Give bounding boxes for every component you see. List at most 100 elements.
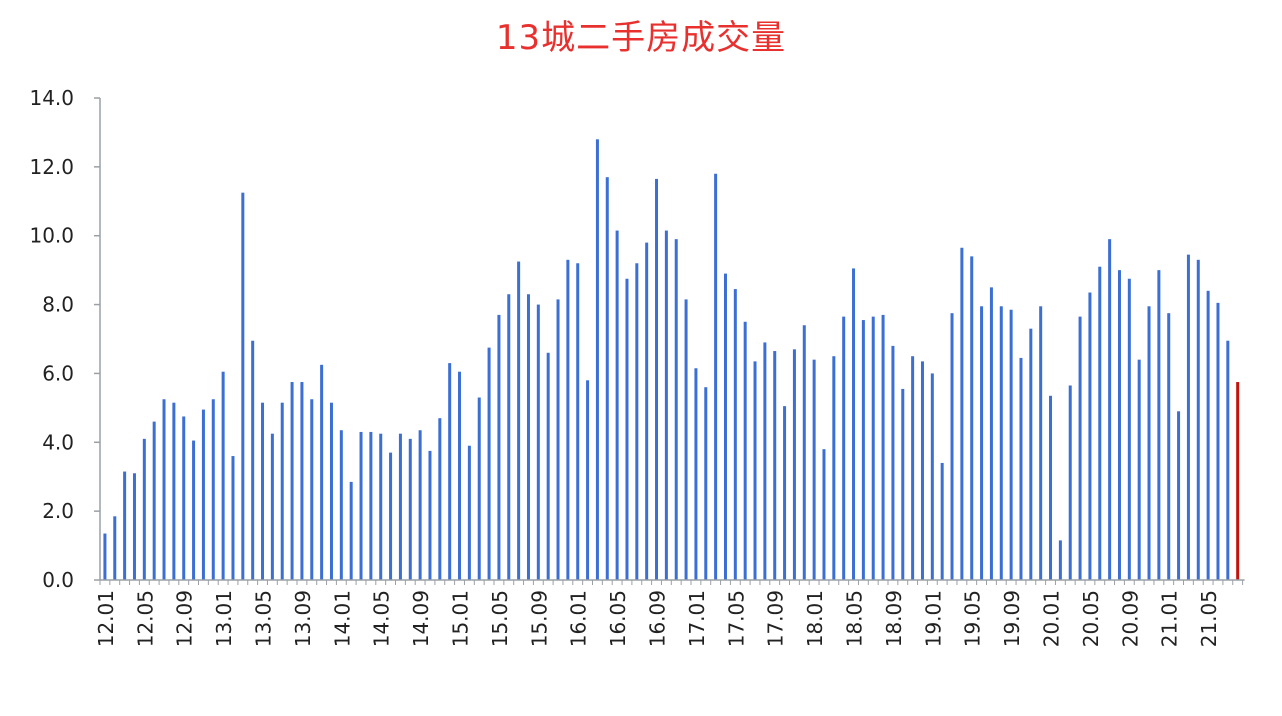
bar-12.06 [152, 421, 156, 580]
x-tick-label: 19.05 [961, 590, 985, 647]
bar-14.04 [369, 431, 373, 580]
bar-17.09 [773, 351, 777, 580]
bar-19.01 [930, 373, 934, 580]
bar-15.12 [566, 259, 570, 580]
bar-16.05 [615, 230, 619, 581]
bar-16.12 [684, 299, 688, 580]
bar-17.02 [704, 387, 708, 580]
bar-19.08 [999, 306, 1003, 580]
bar-14.01 [339, 430, 343, 580]
x-tick-label: 15.09 [527, 590, 551, 647]
bar-18.02 [822, 449, 826, 580]
bar-13.07 [280, 402, 284, 580]
x-tick-label: 16.01 [567, 590, 591, 647]
bar-19.09 [1009, 309, 1013, 580]
bar-16.04 [605, 177, 609, 580]
x-tick-label: 15.05 [488, 590, 512, 647]
bar-16.11 [674, 239, 678, 580]
bar-12.05 [142, 438, 146, 580]
bar-18.12 [920, 361, 924, 580]
bar-12.10 [192, 440, 196, 580]
bars [103, 139, 1240, 581]
bar-19.04 [960, 247, 964, 580]
bar-20.03 [1068, 385, 1072, 580]
y-tick-label: 2.0 [42, 499, 74, 523]
bar-15.03 [477, 397, 481, 580]
bar-13.12 [329, 402, 333, 580]
bar-12.12 [211, 399, 215, 580]
bar-18.07 [871, 316, 875, 580]
bar-20.04 [1078, 316, 1082, 580]
y-tick-label: 12.0 [29, 155, 74, 179]
bar-14.06 [389, 452, 393, 580]
bar-14.08 [408, 438, 412, 580]
x-tick-label: 17.09 [764, 590, 788, 647]
bar-20.01 [1049, 395, 1053, 580]
y-tick-label: 8.0 [42, 293, 74, 317]
x-tick-label: 21.05 [1197, 590, 1221, 647]
bar-15.02 [467, 445, 471, 580]
bar-18.10 [901, 388, 905, 580]
bar-17.12 [802, 325, 806, 580]
bar-17.04 [723, 273, 727, 580]
x-tick-label: 19.01 [921, 590, 945, 647]
bar-20.10 [1137, 359, 1141, 580]
bar-21.04 [1196, 259, 1200, 580]
x-tick-label: 20.05 [1079, 590, 1103, 647]
bar-12.08 [172, 402, 176, 580]
bar-14.09 [418, 430, 422, 580]
x-axis: 12.01 12.05 12.09 13.01 13.05 13.09 14.01 14.05… [94, 579, 1245, 647]
bar-15.05 [497, 314, 501, 580]
bar-16.02 [586, 380, 590, 580]
bar-19.06 [980, 306, 984, 580]
bar-14.05 [379, 433, 383, 580]
bar-15.09 [536, 304, 540, 580]
x-tick-label: 20.01 [1040, 590, 1064, 647]
bar-16.08 [645, 242, 649, 580]
bar-17.11 [792, 349, 796, 580]
y-tick-label: 0.0 [42, 568, 74, 592]
x-tick-label: 20.09 [1118, 590, 1142, 647]
x-tick-label: 13.09 [291, 590, 315, 647]
bar-18.11 [911, 356, 915, 580]
x-tick-label: 18.01 [803, 590, 827, 647]
y-tick-label: 4.0 [42, 430, 74, 454]
y-axis: 0.0 2.0 4.0 6.0 8.0 10.0 12.0 14.0 [29, 86, 101, 592]
bar-13.10 [310, 399, 314, 580]
y-tick-label: 10.0 [29, 224, 74, 248]
bar-14.12 [448, 363, 452, 580]
bar-18.09 [891, 345, 895, 580]
bar-14.02 [349, 481, 353, 580]
bar-17.05 [733, 289, 737, 580]
bar-21.05 [1206, 290, 1210, 580]
y-tick-label: 14.0 [29, 86, 74, 110]
bar-13.01 [221, 371, 225, 580]
bar-17.08 [763, 342, 767, 580]
y-tick-label: 6.0 [42, 361, 74, 385]
bar-17.01 [694, 368, 698, 580]
bar-20.05 [1088, 292, 1092, 580]
bar-19.05 [970, 256, 974, 580]
bar-15.08 [526, 294, 530, 580]
bar-16.07 [635, 263, 639, 580]
bar-13.06 [270, 433, 274, 580]
bar-21.01 [1167, 313, 1171, 580]
x-tick-label: 12.09 [173, 590, 197, 647]
bar-18.06 [861, 320, 865, 580]
bar-20.02 [1058, 540, 1062, 580]
bar-13.03 [241, 192, 245, 580]
bar-13.08 [290, 382, 294, 580]
x-tick-label: 21.01 [1158, 590, 1182, 647]
bar-17.10 [783, 406, 787, 580]
x-tick-label: 18.05 [843, 590, 867, 647]
bar-14.07 [398, 433, 402, 580]
bar-20.08 [1117, 270, 1121, 580]
chart-title: 13城二手房成交量 [495, 18, 787, 58]
bar-21.06 [1216, 302, 1220, 580]
bar-16.01 [576, 263, 580, 580]
x-tick-label: 13.05 [252, 590, 276, 647]
bar-20.11 [1147, 306, 1151, 580]
x-tick-label: 19.09 [1000, 590, 1024, 647]
bar-13.02 [231, 456, 235, 580]
